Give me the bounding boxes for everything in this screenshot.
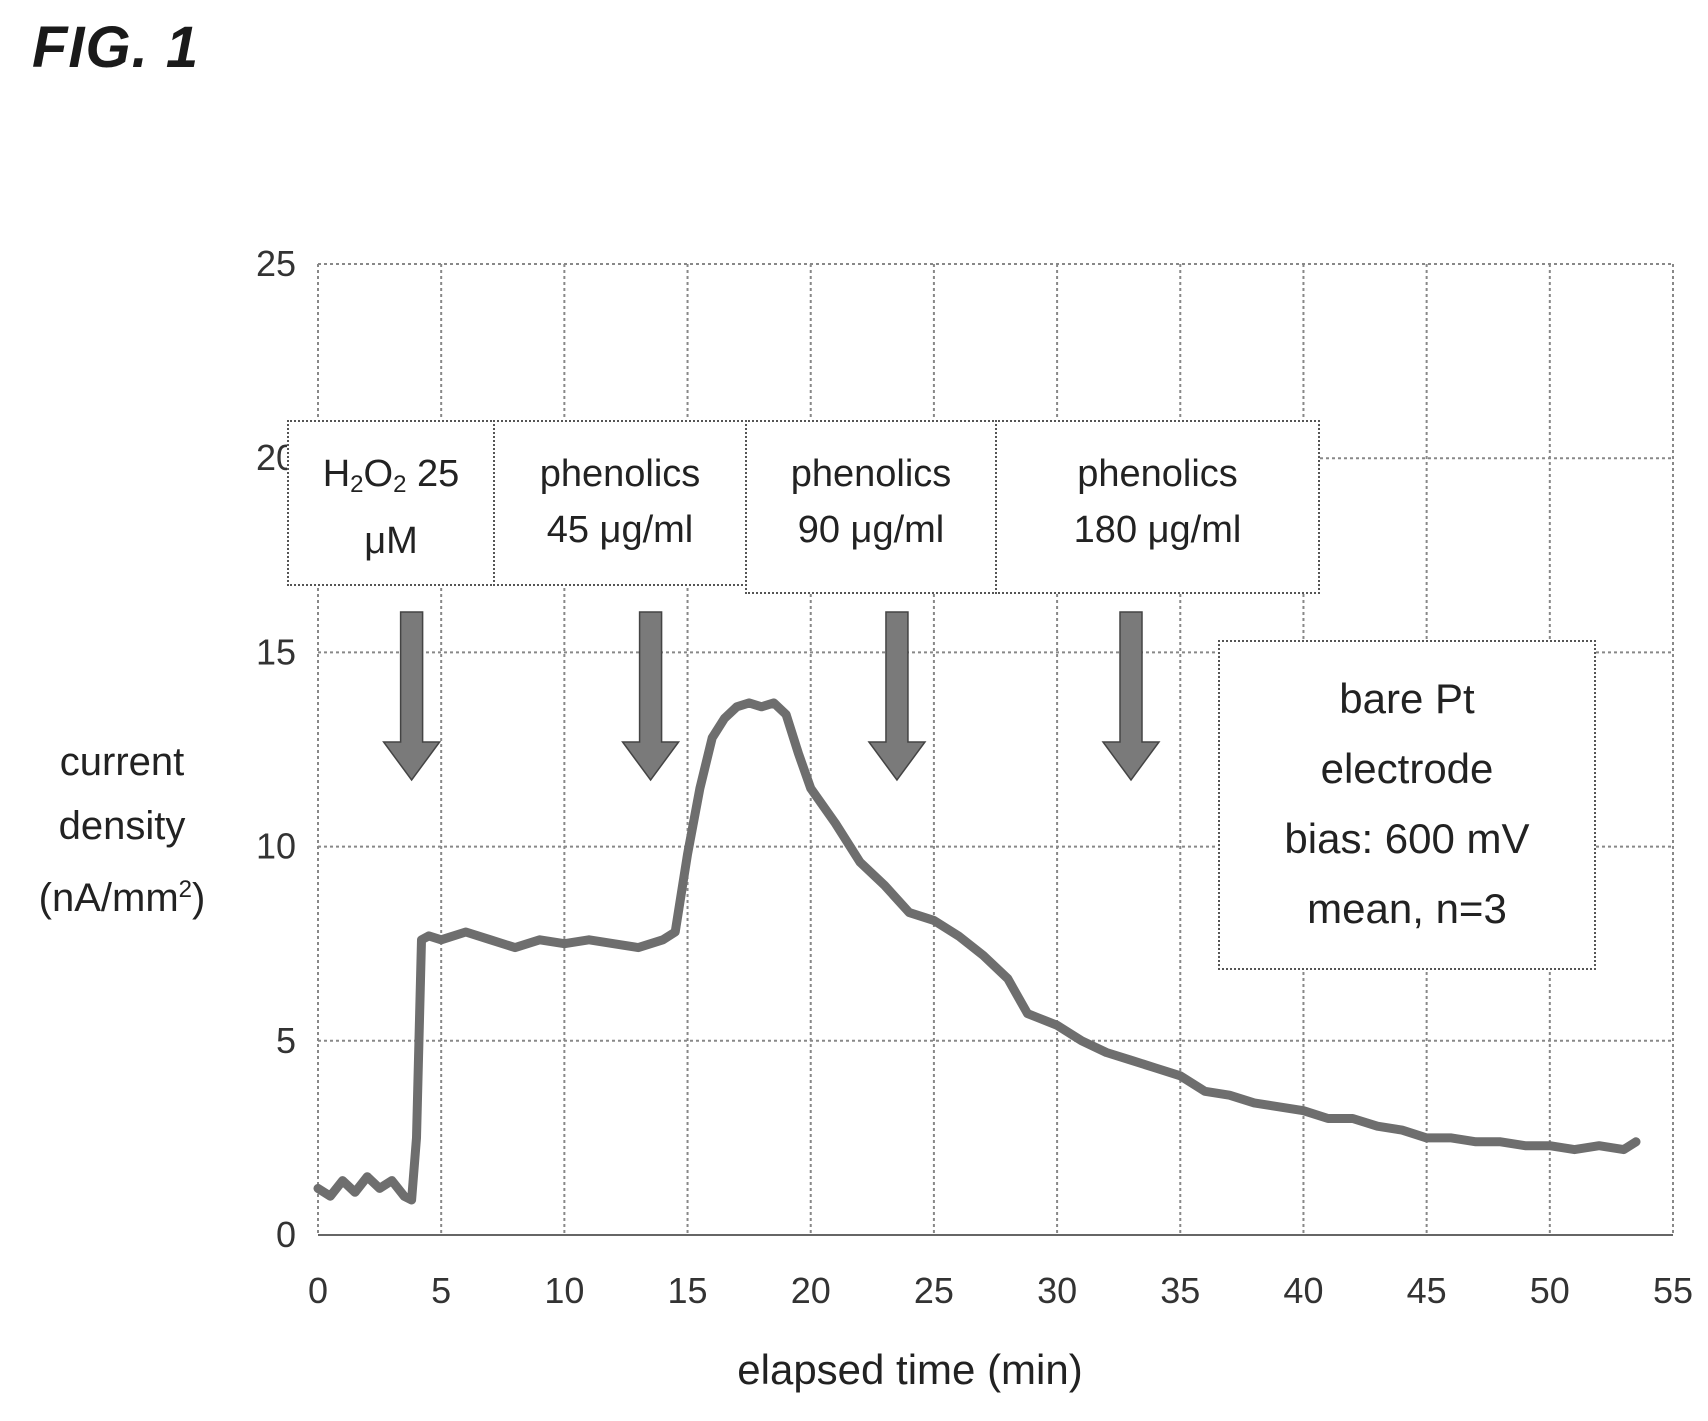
x-tick-label: 15 <box>668 1270 708 1311</box>
info-line-2: electrode <box>1320 745 1494 792</box>
annotation-arrows <box>382 611 1161 782</box>
annotation-arrow <box>1101 611 1161 782</box>
anno-label: phenolics <box>1077 453 1238 495</box>
annotation-arrow <box>382 611 442 782</box>
x-tick-label: 45 <box>1407 1270 1447 1311</box>
anno-label: phenolics <box>539 453 701 495</box>
x-tick-label: 40 <box>1283 1270 1323 1311</box>
y-axis-title-line-3: (nA/mm2) <box>6 858 238 930</box>
data-series <box>313 698 1641 1205</box>
y-tick-label: 0 <box>276 1214 296 1255</box>
annotation-phenolics-45: phenolics 45 μg/ml <box>493 420 747 586</box>
anno-conc: 45 μg/ml <box>546 509 694 551</box>
x-tick-label: 10 <box>544 1270 584 1311</box>
annotation-arrow <box>867 611 927 782</box>
x-axis-title: elapsed time (min) <box>737 1346 1083 1393</box>
anno-o-text: O <box>363 453 394 495</box>
y-tick-label: 25 <box>256 243 296 284</box>
anno-h-text: H <box>322 453 351 495</box>
x-tick-label: 5 <box>431 1270 451 1311</box>
annotation-h2o2: H2O2 25 μM <box>287 420 495 586</box>
annotation-phenolics-180: phenolics 180 μg/ml <box>995 420 1320 594</box>
info-box: bare Pt electrode bias: 600 mV mean, n=3 <box>1218 640 1596 970</box>
y-axis-title-line-1: current <box>59 740 185 784</box>
y-axis-title-line-2: density <box>58 804 186 848</box>
y-tick-label: 5 <box>276 1020 296 1061</box>
info-line-4: mean, n=3 <box>1307 885 1507 932</box>
x-tick-label: 50 <box>1530 1270 1570 1311</box>
series-line <box>313 698 1641 1205</box>
anno-conc-text: 25 <box>406 453 460 495</box>
x-tick-label: 35 <box>1160 1270 1200 1311</box>
anno-conc: 90 μg/ml <box>797 509 945 551</box>
annotation-arrow <box>621 611 681 782</box>
anno-sub-2b: 2 <box>393 471 407 498</box>
anno-unit-text: μM <box>364 520 418 562</box>
x-tick-label: 30 <box>1037 1270 1077 1311</box>
x-tick-label: 20 <box>791 1270 831 1311</box>
anno-conc: 180 μg/ml <box>1073 509 1242 551</box>
figure-title: FIG. 1 <box>32 15 200 80</box>
y-unit-close: ) <box>192 876 206 920</box>
info-line-3: bias: 600 mV <box>1284 815 1530 862</box>
y-tick-label: 10 <box>256 826 296 867</box>
anno-sub-2a: 2 <box>350 471 364 498</box>
x-tick-label: 55 <box>1653 1270 1693 1311</box>
y-unit-text: (nA/mm <box>38 876 179 920</box>
info-line-1: bare Pt <box>1339 675 1475 722</box>
y-axis-title: current density (nA/mm2) <box>6 730 238 930</box>
x-tick-labels: 0 5 10 15 20 25 30 35 40 45 50 55 <box>308 1270 1693 1311</box>
y-unit-exponent: 2 <box>178 876 193 903</box>
x-tick-label: 0 <box>308 1270 328 1311</box>
annotation-phenolics-90: phenolics 90 μg/ml <box>745 420 997 594</box>
anno-label: phenolics <box>790 453 952 495</box>
y-tick-label: 15 <box>256 631 296 672</box>
x-tick-label: 25 <box>914 1270 954 1311</box>
